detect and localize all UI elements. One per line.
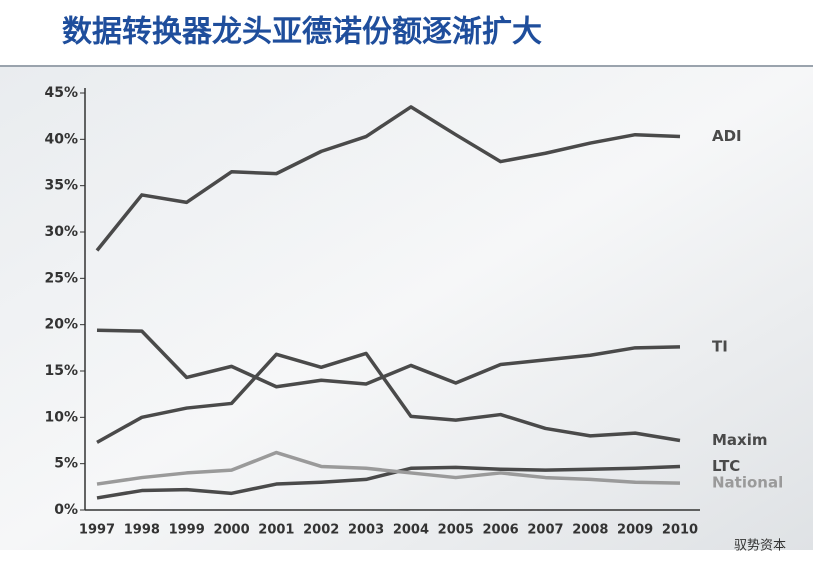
y-tick-label: 5%	[54, 456, 78, 472]
x-tick-label: 2002	[303, 523, 339, 538]
x-tick-label: 2006	[483, 523, 519, 538]
y-tick-label: 40%	[44, 131, 78, 147]
x-tick-label: 2009	[617, 523, 653, 538]
series-line	[96, 450, 681, 486]
x-tick-label: 1997	[79, 523, 115, 538]
series-label: National	[712, 474, 783, 492]
series-line	[96, 464, 681, 500]
y-tick-label: 10%	[44, 409, 78, 425]
watermark: 驭势资本	[734, 538, 786, 554]
x-tick-label: 2005	[438, 523, 474, 538]
x-tick-label: 1999	[169, 523, 205, 538]
x-tick-label: 2004	[393, 523, 429, 538]
y-tick-label: 45%	[44, 85, 78, 101]
series-line	[96, 328, 681, 389]
y-tick-label: 35%	[44, 178, 78, 194]
y-tick-label: 20%	[44, 317, 78, 333]
x-tick-label: 2001	[258, 523, 294, 538]
x-tick-label: 2000	[213, 523, 249, 538]
y-tick-label: 15%	[44, 363, 78, 379]
series-label: LTC	[712, 457, 740, 475]
x-tick-label: 2010	[662, 523, 698, 538]
x-tick-label: 2003	[348, 523, 384, 538]
series-line	[95, 105, 681, 252]
x-tick-label: 2008	[572, 523, 608, 538]
series-line	[96, 351, 681, 444]
series-label: Maxim	[712, 431, 768, 449]
series-label: ADI	[712, 127, 742, 145]
y-tick-label: 30%	[44, 224, 78, 240]
x-tick-label: 1998	[124, 523, 160, 538]
x-tick-label: 2007	[527, 523, 563, 538]
chart-background	[0, 66, 813, 550]
series-label: TI	[712, 337, 728, 355]
chart-title: 数据转换器龙头亚德诺份额逐渐扩大	[62, 15, 542, 50]
y-tick-label: 0%	[54, 502, 78, 518]
y-tick-label: 25%	[44, 270, 78, 286]
